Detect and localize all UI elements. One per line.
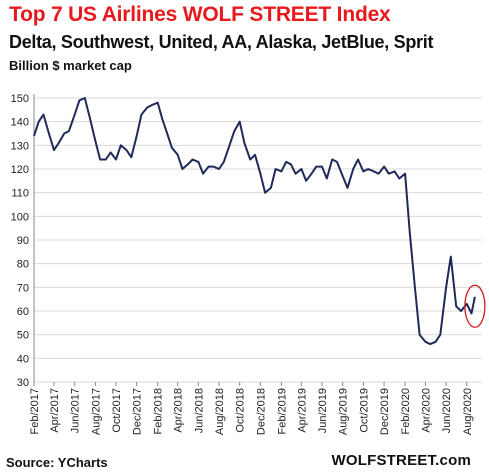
chart-title: Top 7 US Airlines WOLF STREET Index [9, 3, 391, 26]
x-tick-label: Oct/2017 [111, 388, 123, 433]
series-line [33, 97, 476, 346]
y-tick-label: 40 [17, 353, 29, 365]
x-tick-label: Feb/2020 [400, 388, 412, 434]
x-tick-label: Apr/2017 [49, 388, 61, 433]
x-tick-label: Jun/2020 [441, 388, 453, 433]
y-tick-label: 50 [17, 330, 29, 342]
y-tick-label: 90 [17, 235, 29, 247]
highlight-ellipse [464, 284, 486, 328]
x-tick-label: Dec/2017 [132, 388, 144, 435]
x-tick-label: Apr/2019 [296, 388, 308, 433]
y-tick-label: 130 [11, 140, 29, 152]
x-tick-label: Dec/2018 [255, 388, 267, 435]
x-tick-label: Oct/2019 [358, 388, 370, 433]
grid-lines [33, 94, 482, 386]
y-tick-label: 150 [11, 93, 29, 105]
source-label: Source: YCharts [6, 455, 108, 470]
y-tick-label: 140 [11, 117, 29, 129]
x-tick-label: Aug/2018 [214, 388, 226, 435]
x-tick-label: Jun/2018 [193, 388, 205, 433]
x-tick-label: Aug/2019 [338, 388, 350, 435]
x-tick-label: Aug/2017 [90, 388, 102, 435]
y-axis-unit-label: Billion $ market cap [9, 58, 132, 73]
x-tick-label: Apr/2020 [420, 388, 432, 433]
y-tick-label: 100 [11, 211, 29, 223]
x-tick-label: Feb/2018 [153, 388, 165, 434]
y-tick-label: 60 [17, 306, 29, 318]
chart-subtitle: Delta, Southwest, United, AA, Alaska, Je… [9, 32, 434, 52]
x-tick-label: Jun/2017 [70, 388, 82, 433]
x-tick-label: Oct/2018 [235, 388, 247, 433]
y-tick-labels: 30 40 50 60 70 80 90 100 110 120 130 140 150 [11, 93, 29, 389]
x-tick-label: Feb/2019 [276, 388, 288, 434]
x-tick-label: Feb/2017 [29, 388, 41, 434]
y-tick-label: 120 [11, 164, 29, 176]
y-tick-label: 110 [11, 188, 29, 200]
x-tick-label: Apr/2018 [173, 388, 185, 433]
y-tick-label: 30 [17, 377, 29, 389]
x-tick-label: Dec/2019 [379, 388, 391, 435]
y-tick-label: 80 [17, 259, 29, 271]
x-tick-labels: Feb/2017 Apr/2017 Jun/2017 Aug/2017 Oct/2017… [29, 388, 474, 435]
brand-label: WOLFSTREET.com [331, 452, 471, 469]
y-tick-label: 70 [17, 282, 29, 294]
x-tick-label: Jun/2019 [317, 388, 329, 433]
x-tick-label: Aug/2020 [462, 388, 474, 435]
